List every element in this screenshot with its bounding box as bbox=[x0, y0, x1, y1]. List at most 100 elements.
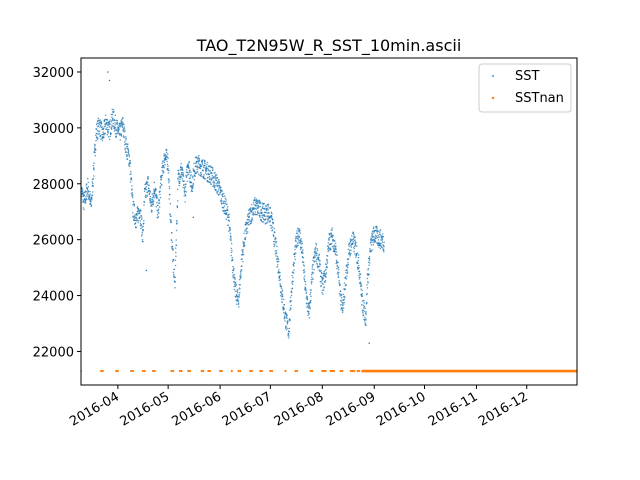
sst-point bbox=[137, 221, 139, 223]
sst-point bbox=[208, 178, 211, 181]
sst-point bbox=[202, 169, 204, 172]
sst-point bbox=[244, 238, 247, 241]
sst-point bbox=[373, 238, 375, 241]
sst-point bbox=[242, 248, 245, 251]
sst-point bbox=[205, 170, 208, 172]
sstnan-point bbox=[322, 369, 326, 373]
sst-point bbox=[371, 236, 374, 238]
sst-point bbox=[247, 215, 249, 218]
sst-point bbox=[211, 167, 214, 169]
sstnan-point bbox=[207, 369, 210, 373]
sst-point bbox=[185, 176, 188, 178]
sst-point bbox=[192, 186, 194, 189]
sst-point bbox=[277, 272, 280, 274]
sst-point bbox=[380, 242, 382, 245]
sst-point bbox=[341, 304, 344, 307]
sst-point bbox=[304, 280, 307, 283]
sstnan-point bbox=[324, 369, 327, 373]
sst-point bbox=[246, 232, 248, 235]
sst-point bbox=[301, 240, 303, 243]
sst-point bbox=[308, 317, 311, 319]
sst-point bbox=[341, 306, 343, 309]
sst-point bbox=[223, 195, 226, 197]
sst-point bbox=[209, 181, 212, 184]
sst-point bbox=[358, 274, 360, 276]
sst-point bbox=[331, 227, 333, 229]
sst-point bbox=[110, 126, 113, 128]
sst-point bbox=[350, 246, 353, 248]
sst-point bbox=[137, 207, 140, 210]
sst-point bbox=[315, 242, 317, 245]
sst-point bbox=[230, 239, 232, 242]
sst-point bbox=[123, 123, 125, 126]
sst-point bbox=[184, 186, 187, 188]
sst-point bbox=[307, 314, 309, 316]
sst-point bbox=[182, 173, 185, 176]
sst-point bbox=[152, 194, 155, 196]
sst-point bbox=[259, 201, 262, 203]
plot-frame bbox=[80, 57, 578, 386]
sst-point bbox=[337, 261, 339, 263]
sst-point bbox=[296, 242, 299, 244]
sst-point bbox=[320, 285, 322, 287]
sst-point bbox=[278, 276, 281, 278]
sst-point bbox=[351, 235, 353, 237]
sst-point bbox=[230, 254, 232, 257]
sst-point bbox=[357, 256, 360, 259]
sst-point bbox=[283, 315, 286, 317]
sst-point bbox=[215, 185, 218, 187]
sst-point bbox=[276, 260, 279, 263]
sst-point bbox=[120, 135, 123, 137]
sst-point bbox=[243, 244, 246, 246]
sst-point bbox=[203, 177, 206, 179]
sst-point bbox=[180, 166, 182, 169]
sst-point bbox=[172, 271, 175, 274]
sst-point bbox=[379, 229, 382, 231]
sst-point bbox=[190, 174, 192, 176]
sst-point bbox=[313, 260, 316, 263]
sst-point bbox=[222, 202, 225, 205]
sst-point bbox=[315, 260, 317, 262]
sst-point bbox=[185, 191, 187, 193]
sst-point bbox=[349, 242, 351, 244]
sst-point bbox=[134, 215, 136, 217]
sst-point bbox=[277, 258, 280, 261]
sst-point bbox=[91, 197, 93, 200]
sst-point bbox=[358, 270, 361, 272]
sst-point bbox=[98, 123, 101, 125]
sst-point bbox=[247, 221, 250, 223]
sst-point bbox=[272, 234, 275, 236]
sst-point bbox=[224, 202, 226, 205]
sst-point bbox=[372, 243, 375, 246]
sst-point bbox=[178, 176, 180, 178]
sst-point bbox=[368, 264, 370, 266]
sst-point bbox=[265, 209, 268, 211]
sst-point bbox=[370, 237, 372, 239]
sst-point bbox=[134, 222, 137, 224]
sst-point bbox=[151, 210, 153, 212]
sst-point bbox=[245, 230, 248, 232]
sst-point bbox=[159, 182, 162, 184]
sst-point bbox=[225, 209, 227, 212]
sst-point bbox=[100, 122, 103, 124]
sst-point bbox=[290, 304, 292, 307]
sst-point bbox=[361, 295, 364, 297]
sst-point bbox=[148, 184, 150, 187]
sst-point bbox=[340, 296, 343, 299]
sst-point bbox=[318, 253, 320, 256]
sst-point bbox=[374, 236, 376, 238]
sst-point bbox=[107, 124, 110, 126]
sst-point bbox=[335, 245, 337, 247]
sst-point bbox=[218, 180, 220, 183]
sst-point bbox=[210, 183, 213, 185]
sst-point bbox=[312, 259, 314, 262]
sst-point bbox=[335, 248, 338, 251]
sst-point bbox=[145, 196, 147, 199]
sst-point bbox=[130, 173, 132, 175]
sst-point bbox=[325, 268, 327, 271]
sst-point bbox=[290, 294, 293, 297]
sst-point bbox=[326, 258, 328, 261]
legend-box bbox=[478, 63, 572, 113]
sst-point bbox=[120, 133, 123, 135]
sst-point bbox=[120, 124, 122, 127]
